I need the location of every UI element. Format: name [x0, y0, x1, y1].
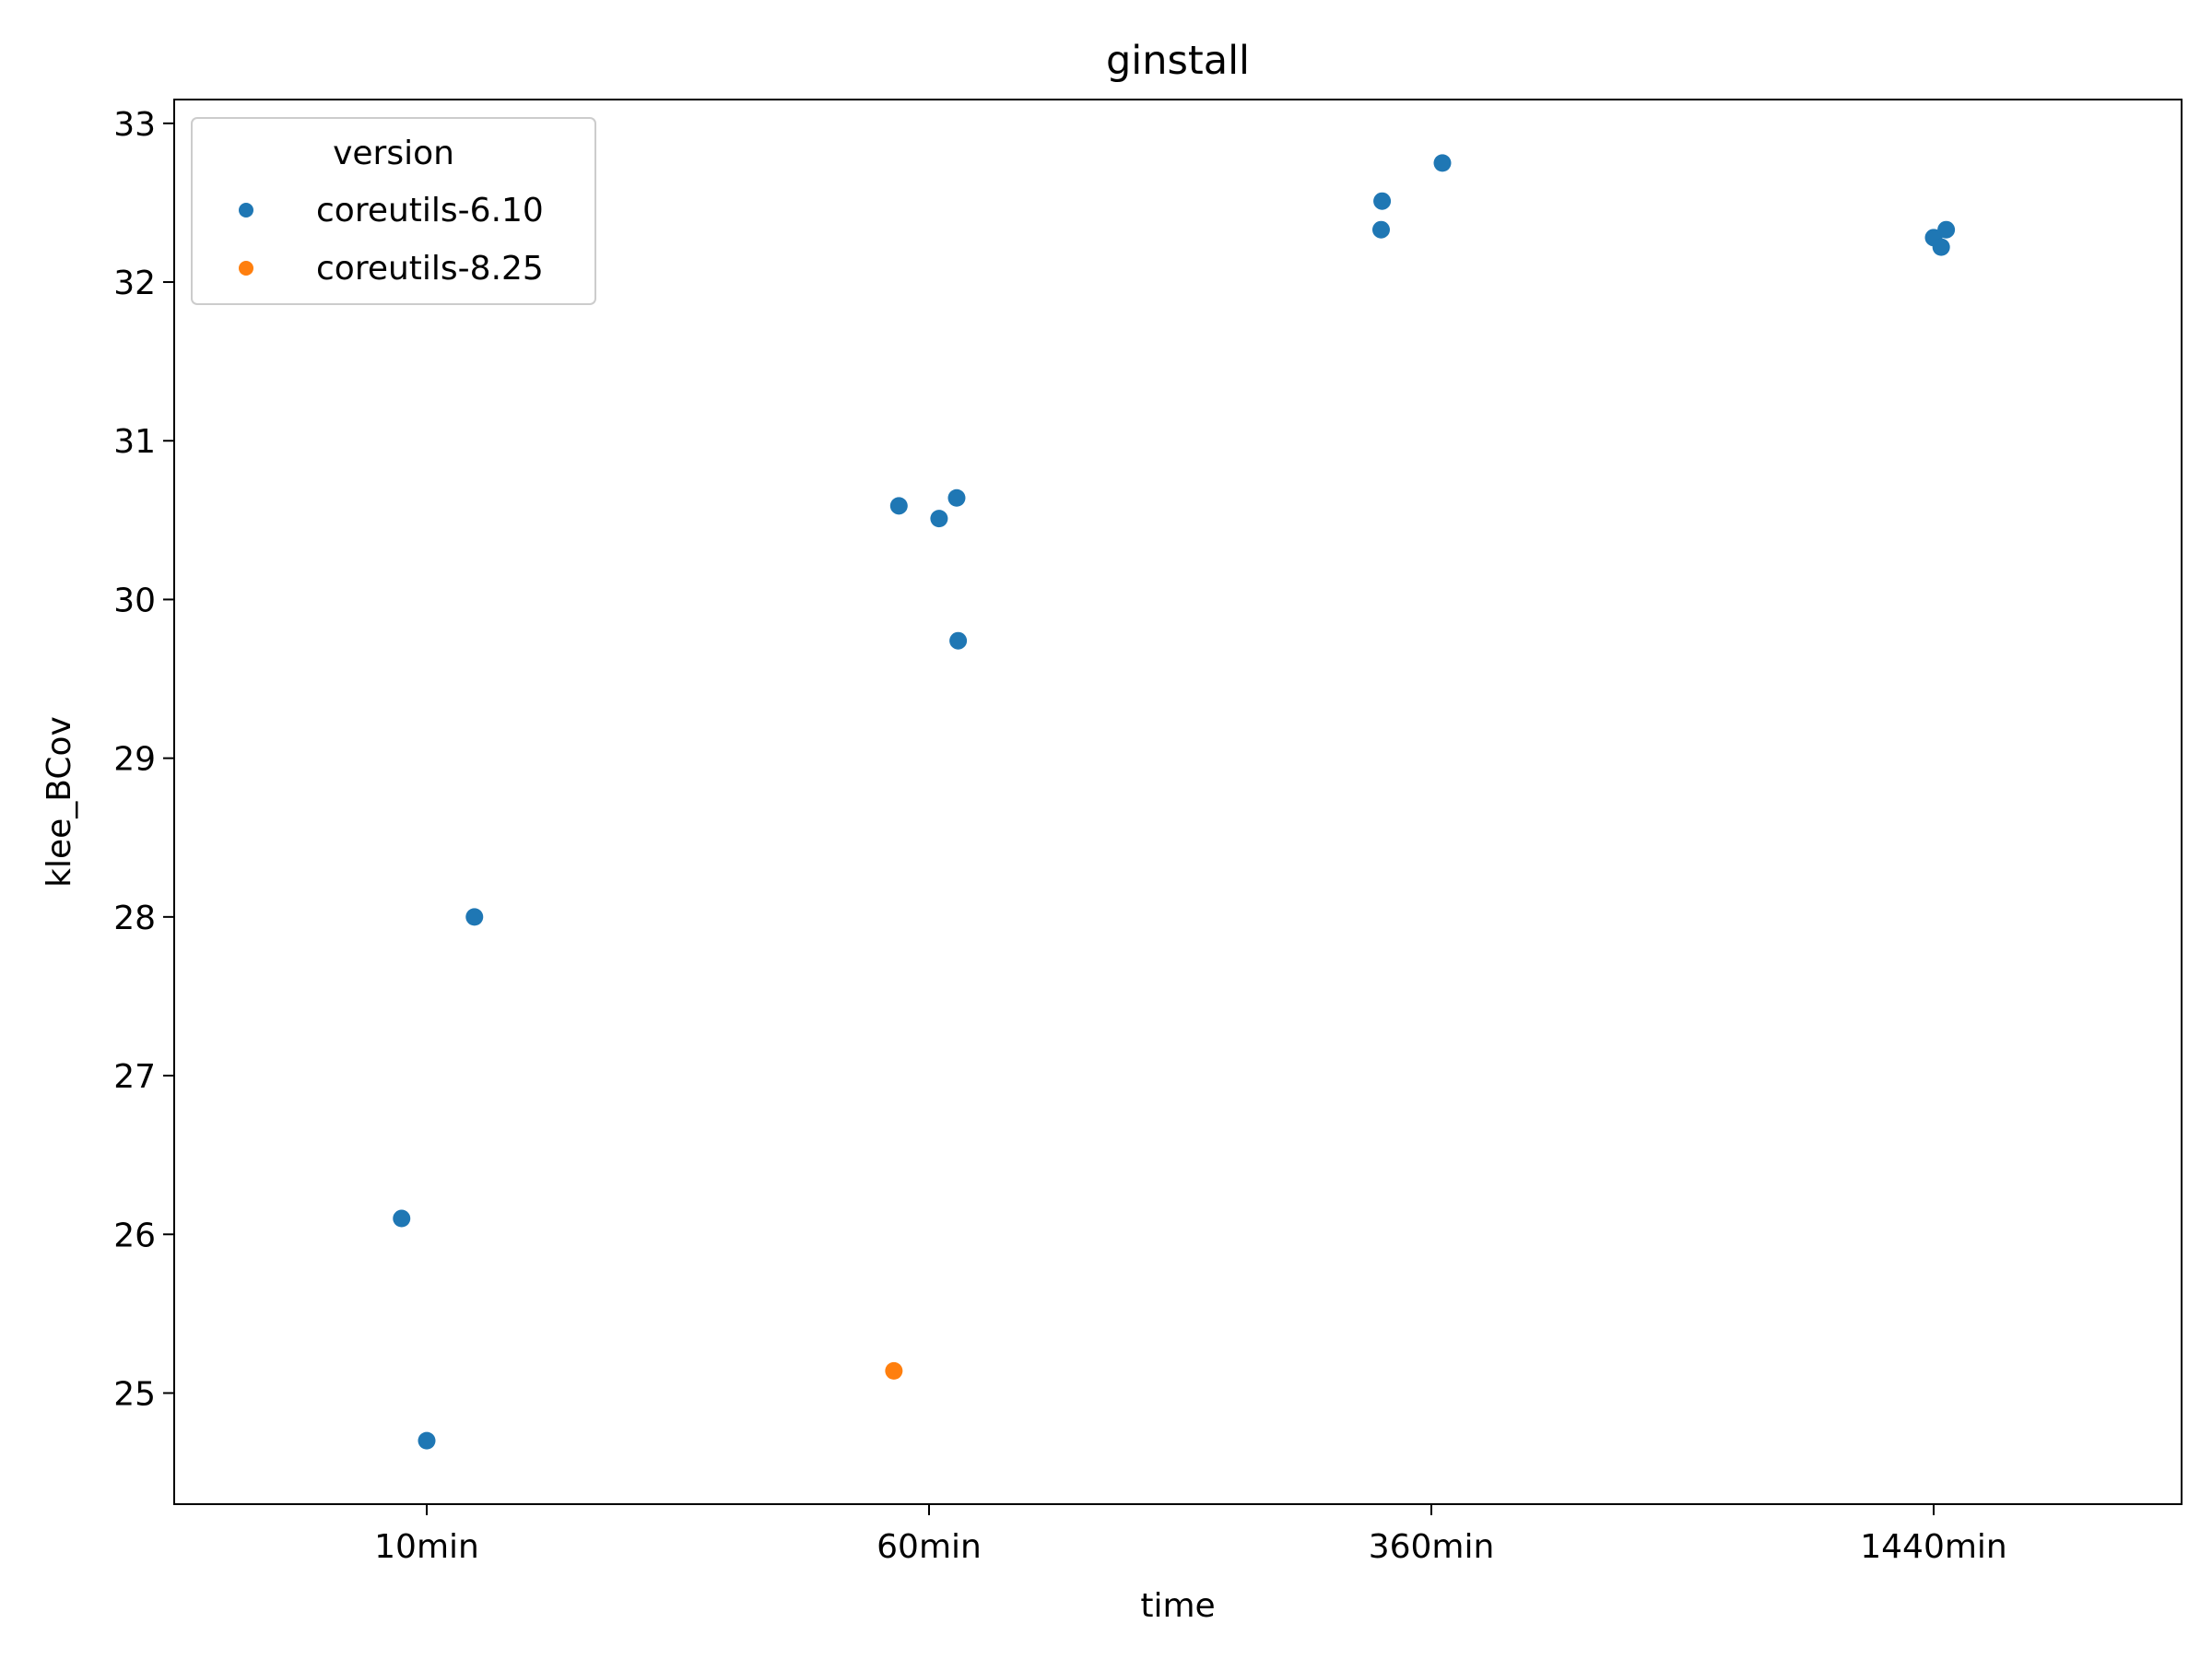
- data-point-series-0: [1433, 154, 1452, 172]
- x-tick-label: 10min: [374, 1528, 479, 1566]
- legend-marker-coreutils-6-10: [239, 203, 253, 218]
- plot-frame: [173, 99, 2183, 1505]
- data-point-series-0: [418, 1431, 436, 1450]
- data-point-series-0: [949, 631, 968, 650]
- legend: version coreutils-6.10 coreutils-8.25: [191, 117, 596, 305]
- y-axis-ticks: 25 26 27 28 29 30 31 32 33: [113, 106, 174, 1413]
- data-point-series-0: [1932, 238, 1950, 256]
- y-tick-label: 30: [113, 582, 156, 619]
- x-axis-ticks: 10min 60min 360min 1440min: [374, 1504, 2007, 1566]
- x-axis-label: time: [1140, 1587, 1215, 1625]
- y-tick-label: 25: [113, 1375, 156, 1413]
- data-point-series-0: [1372, 220, 1390, 239]
- data-point-series-1: [885, 1361, 903, 1380]
- chart-title: ginstall: [1106, 38, 1250, 84]
- y-tick-label: 28: [113, 900, 156, 937]
- legend-frame: [191, 117, 596, 305]
- data-point-series-0: [930, 510, 948, 528]
- y-tick-label: 26: [113, 1217, 156, 1254]
- legend-label-coreutils-8-25: coreutils-8.25: [316, 250, 544, 288]
- x-tick-label: 360min: [1369, 1528, 1495, 1566]
- data-point-series-0: [1373, 192, 1392, 210]
- y-axis-label: klee_BCov: [41, 716, 78, 888]
- x-tick-label: 60min: [877, 1528, 982, 1566]
- data-point-series-0: [889, 497, 908, 515]
- y-tick-label: 27: [113, 1058, 156, 1096]
- y-tick-label: 31: [113, 423, 156, 461]
- legend-marker-coreutils-8-25: [239, 261, 253, 276]
- x-tick-label: 1440min: [1860, 1528, 2007, 1566]
- y-tick-label: 32: [113, 265, 156, 302]
- data-point-series-0: [947, 488, 966, 507]
- legend-label-coreutils-6-10: coreutils-6.10: [316, 192, 544, 229]
- y-tick-label: 29: [113, 741, 156, 779]
- legend-title: version: [333, 135, 454, 172]
- data-point-series-0: [1937, 220, 1956, 239]
- y-tick-label: 33: [113, 106, 156, 144]
- data-point-series-0: [465, 908, 484, 926]
- data-point-series-0: [393, 1209, 411, 1228]
- data-points: [393, 154, 1956, 1450]
